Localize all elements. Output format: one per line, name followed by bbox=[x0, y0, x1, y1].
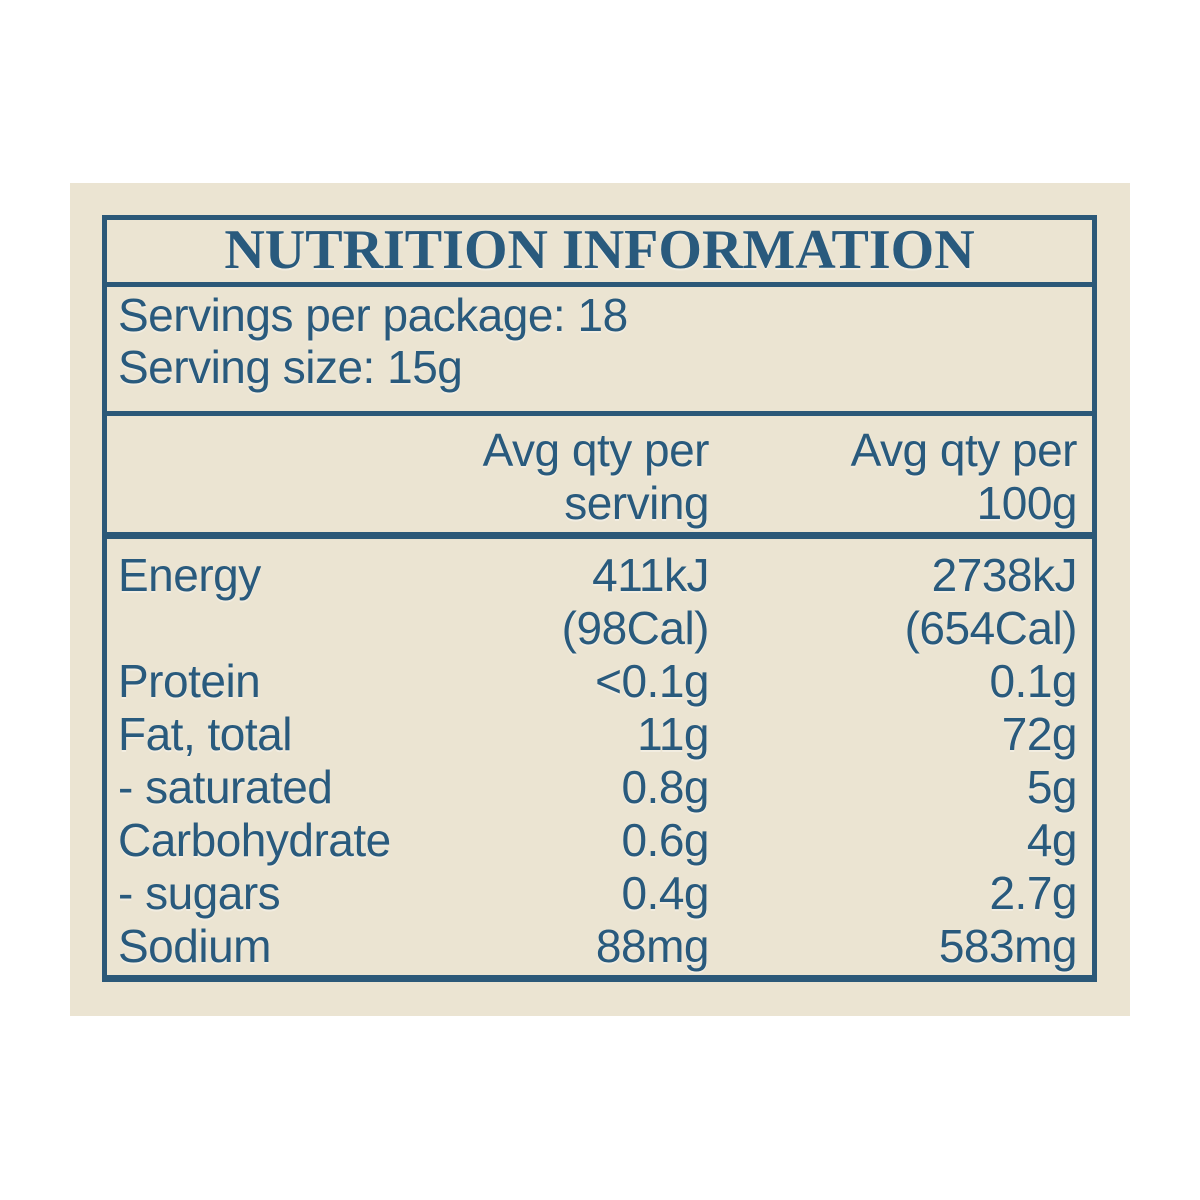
column-header-row: Avg qty per serving Avg qty per 100g bbox=[107, 416, 1092, 539]
value-per-100g-value: 4g bbox=[1026, 814, 1078, 866]
value-per-100g-value: 0.1g bbox=[989, 655, 1077, 707]
value-per-100g-value: 583mg bbox=[938, 920, 1078, 972]
value-per-serving-value: 411kJ bbox=[592, 549, 709, 601]
column-header-per-100g-line2: 100g bbox=[976, 477, 1078, 529]
column-header-per-serving-line1: Avg qty per bbox=[482, 424, 710, 476]
value-per-serving: 88mg bbox=[469, 920, 710, 973]
value-per-serving-value: 0.8g bbox=[621, 761, 709, 813]
value-per-serving: 11g bbox=[469, 708, 709, 761]
value-per-100g: 0.1g bbox=[709, 655, 1077, 708]
value-per-serving: 411kJ (98Cal) bbox=[469, 549, 710, 655]
column-header-per-100g-line1: Avg qty per bbox=[850, 424, 1078, 476]
value-per-100g: 4g bbox=[709, 814, 1078, 867]
column-header-per-100g: Avg qty per 100g bbox=[709, 424, 1078, 532]
value-per-serving-value: 88mg bbox=[595, 920, 710, 972]
table-row: Fat, total 11g 72g bbox=[118, 708, 1078, 761]
column-header-per-serving: Avg qty per serving bbox=[469, 424, 710, 532]
value-per-100g: 5g bbox=[709, 761, 1078, 814]
value-per-serving-value: 0.6g bbox=[621, 814, 709, 866]
nutrient-name: - saturated bbox=[118, 761, 333, 813]
value-per-serving-value: <0.1g bbox=[595, 655, 709, 707]
nutrient-name: Protein bbox=[118, 655, 261, 707]
table-row: Protein <0.1g 0.1g bbox=[118, 655, 1078, 708]
column-header-per-serving-line2: serving bbox=[564, 477, 709, 529]
nutrient-name: Fat, total bbox=[118, 708, 292, 760]
servings-section: Servings per package: 18 Serving size: 1… bbox=[107, 287, 1092, 416]
serving-size-text: Serving size: 15g bbox=[118, 341, 463, 393]
value-per-serving: <0.1g bbox=[469, 655, 709, 708]
value-per-100g-value: 72g bbox=[1001, 708, 1078, 760]
value-per-100g-value: 2738kJ bbox=[931, 549, 1078, 601]
value-per-serving-value: 11g bbox=[637, 708, 709, 760]
nutrient-name: Sodium bbox=[118, 920, 271, 972]
nutrient-rows: Energy 411kJ (98Cal) 2738kJ (654Cal) Protein <… bbox=[107, 539, 1092, 973]
value-per-serving: 0.8g bbox=[469, 761, 709, 814]
nutrition-table-title: NUTRITION INFORMATION bbox=[107, 220, 1092, 287]
nutrient-name: Carbohydrate bbox=[118, 814, 391, 866]
value-per-100g-value: 2.7g bbox=[989, 867, 1077, 919]
value-per-100g: 72g bbox=[709, 708, 1078, 761]
table-row: - saturated 0.8g 5g bbox=[118, 761, 1078, 814]
value-per-serving: 0.6g bbox=[469, 814, 709, 867]
table-row: Sodium 88mg 583mg bbox=[118, 920, 1078, 973]
value-per-100g: 2738kJ (654Cal) bbox=[709, 549, 1078, 655]
table-row: Carbohydrate 0.6g 4g bbox=[118, 814, 1078, 867]
table-row: - sugars 0.4g 2.7g bbox=[118, 867, 1078, 920]
nutrition-table: NUTRITION INFORMATION Servings per packa… bbox=[102, 215, 1097, 982]
value-per-100g-value: 5g bbox=[1026, 761, 1078, 813]
nutrition-label-panel: NUTRITION INFORMATION Servings per packa… bbox=[70, 183, 1130, 1016]
nutrient-name: - sugars bbox=[118, 867, 281, 919]
value-per-100g: 2.7g bbox=[709, 867, 1077, 920]
servings-per-package-text: Servings per package: 18 bbox=[118, 289, 628, 341]
value-per-100g: 583mg bbox=[709, 920, 1078, 973]
nutrient-name: Energy bbox=[118, 549, 261, 601]
value-per-serving-value-line2: (98Cal) bbox=[561, 602, 710, 654]
column-header-spacer bbox=[118, 424, 469, 532]
value-per-serving-value: 0.4g bbox=[621, 867, 709, 919]
table-row: Energy 411kJ (98Cal) 2738kJ (654Cal) bbox=[118, 549, 1078, 655]
value-per-serving: 0.4g bbox=[469, 867, 709, 920]
value-per-100g-value-line2: (654Cal) bbox=[904, 602, 1078, 654]
